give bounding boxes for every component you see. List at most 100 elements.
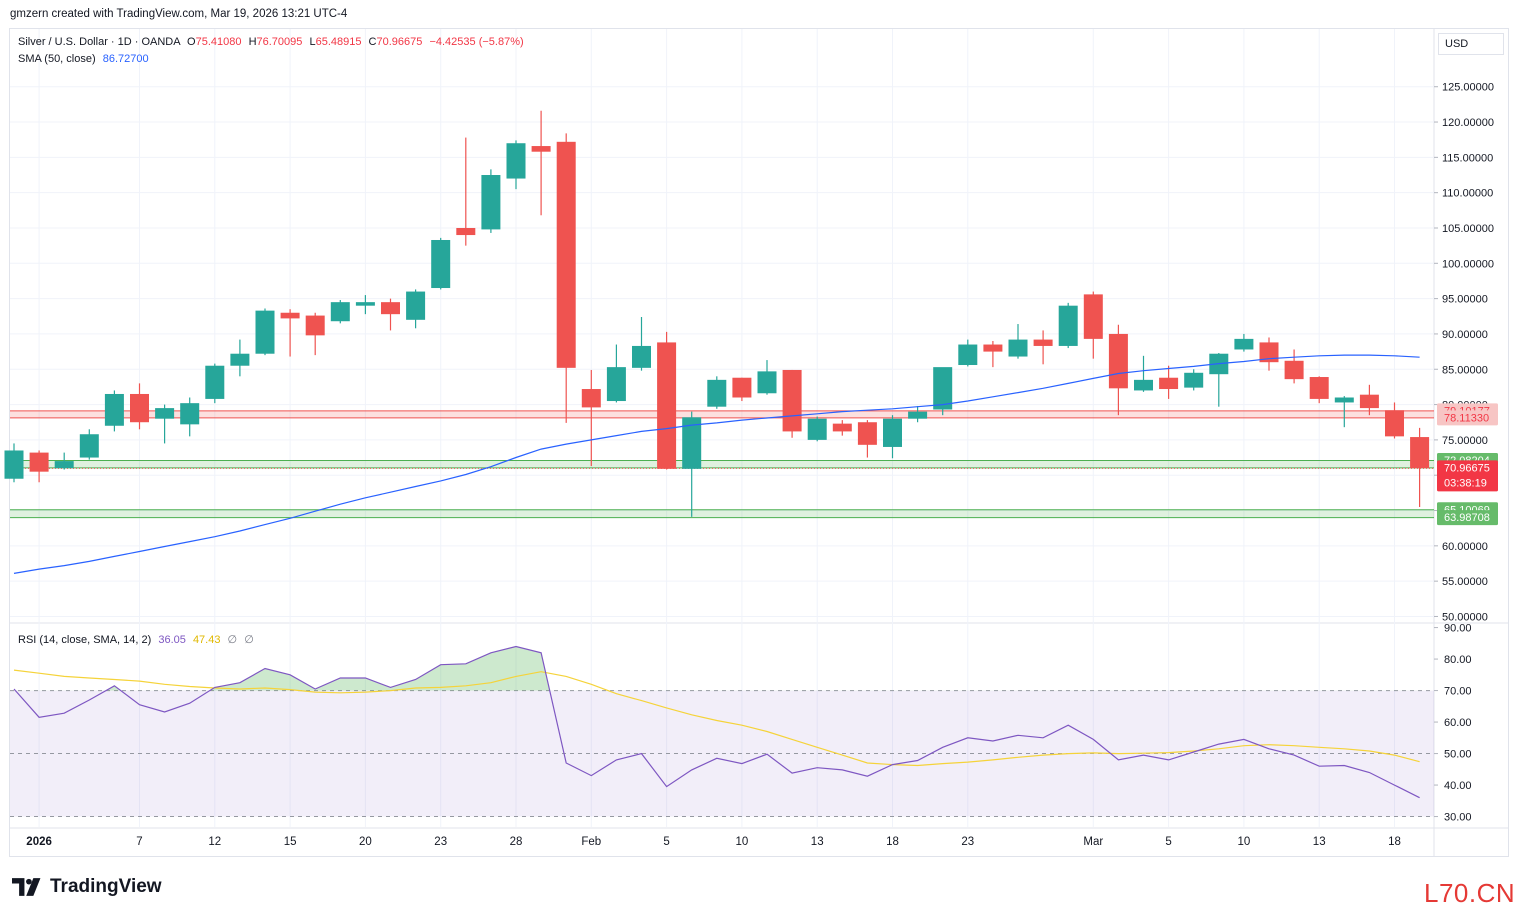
candle-body-down <box>456 227 476 236</box>
time-axis-label: 28 <box>510 836 523 848</box>
time-axis-label: 23 <box>434 836 447 848</box>
chart-caption: gmzern created with TradingView.com, Mar… <box>10 8 348 20</box>
price-tick-label: 90.00000 <box>1442 329 1488 341</box>
price-tick-label: 110.00000 <box>1442 188 1493 200</box>
candles <box>4 110 1430 517</box>
rsi-ma-line <box>13 669 1420 767</box>
low-value: 65.48915 <box>315 36 362 48</box>
candle-body-up <box>54 461 74 469</box>
time-axis-label: 5 <box>1165 836 1171 848</box>
candle-body-down <box>531 146 551 152</box>
close-label: C <box>368 36 377 48</box>
open-value: 75.41080 <box>195 36 242 48</box>
rsi-tick-label: 40.00 <box>1444 780 1472 792</box>
candle-body-down <box>381 302 400 315</box>
candle-body-down <box>1359 394 1379 409</box>
candle-body-up <box>908 411 928 419</box>
rsi-extra-1: ∅ <box>227 634 238 646</box>
time-axis-label: 5 <box>663 836 669 848</box>
candle-body-up <box>481 175 501 230</box>
rsi-label: RSI (14, close, SMA, 14, 2) <box>18 634 152 646</box>
price-tick-label: 125.00000 <box>1442 82 1494 94</box>
time-axis-label: 10 <box>1238 836 1251 848</box>
candle-body-up <box>180 403 200 425</box>
rsi-tick-label: 30.00 <box>1444 812 1472 824</box>
price-tick-label: 115.00000 <box>1442 152 1493 164</box>
candle-body-down <box>556 141 576 368</box>
candle-body-down <box>983 344 1003 352</box>
candle-body-down <box>1033 339 1053 346</box>
price-axis-ticks: 50.0000055.0000060.0000065.0000070.00000… <box>1442 82 1494 624</box>
rsi-legend: RSI (14, close, SMA, 14, 2) 36.05 47.43 … <box>18 633 254 646</box>
price-label-box <box>1437 410 1498 426</box>
candle-body-up <box>255 310 275 354</box>
candle-body-up <box>606 367 626 402</box>
price-tick-label: 85.00000 <box>1442 364 1488 376</box>
candle-body-down <box>1385 410 1404 437</box>
price-label-text: 70.96675 <box>1444 462 1490 474</box>
sma50-line <box>13 354 1420 574</box>
price-tick-label: 100.00000 <box>1442 258 1494 270</box>
time-axis-label: 7 <box>136 836 142 848</box>
change-value: −4.42535 (−5.87%) <box>429 36 524 48</box>
candle-body-up <box>330 302 350 322</box>
time-axis-labels: 2026 7 12 15 20 23 28 Feb 5 10 13 18 23 Mar 5 10 13 18 <box>26 836 1401 848</box>
rsi-line <box>13 645 1420 799</box>
candle-body-up <box>230 353 250 366</box>
time-axis-label: 13 <box>1313 836 1326 848</box>
candle-body-down <box>305 315 325 336</box>
time-axis-label: 18 <box>886 836 899 848</box>
candle-body-up <box>883 418 902 447</box>
support-zone <box>10 460 1434 468</box>
time-axis-label: 20 <box>359 836 372 848</box>
site-watermark: L70.CN <box>1424 878 1516 908</box>
price-tick-label: 95.00000 <box>1442 294 1488 306</box>
candle-body-up <box>205 365 225 399</box>
low-label: L <box>309 36 316 48</box>
countdown-label-text: 03:38:19 <box>1444 477 1487 489</box>
main-legend: Silver / U.S. Dollar · 1D · OANDA O75.41… <box>18 36 524 48</box>
candle-body-up <box>1058 305 1078 346</box>
brand-name: TradingView <box>50 876 162 897</box>
resistance-zone <box>10 410 1434 418</box>
candle-body-up <box>632 345 651 368</box>
time-axis-label: Feb <box>581 836 601 848</box>
candle-body-up <box>406 291 426 320</box>
rsi-tick-label: 70.00 <box>1444 686 1472 698</box>
rsi-axis-ticks: 30.00 40.00 50.00 60.00 70.00 80.00 90.00 <box>1444 623 1472 824</box>
candle-body-up <box>1008 339 1028 357</box>
time-axis-label: 18 <box>1388 836 1401 848</box>
candle-body-up <box>757 371 777 394</box>
time-axis-label: 23 <box>961 836 974 848</box>
candle-body-up <box>104 393 124 426</box>
sma-value: 86.72700 <box>102 53 149 65</box>
rsi-ma-value: 47.43 <box>192 634 221 646</box>
candle-body-down <box>1108 333 1128 389</box>
tradingview-logo-icon <box>12 878 41 896</box>
currency-selector[interactable]: USD <box>1438 33 1504 55</box>
candle-body-down <box>581 389 601 408</box>
chart-frame <box>9 28 1509 857</box>
time-axis-label: 12 <box>208 836 221 848</box>
candle-body-down <box>130 393 149 423</box>
candle-body-up <box>79 434 99 458</box>
tradingview-brand: TradingView <box>12 876 162 898</box>
candle-body-up <box>1334 397 1354 403</box>
candle-body-down <box>1083 294 1103 339</box>
rsi-value: 36.05 <box>158 634 186 646</box>
rsi-tick-label: 80.00 <box>1444 654 1472 666</box>
candle-body-down <box>1159 377 1179 390</box>
price-tick-label: 50.00000 <box>1442 611 1488 623</box>
candle-body-up <box>4 450 24 479</box>
candle-body-down <box>1284 360 1304 380</box>
high-value: 76.70095 <box>256 36 303 48</box>
time-axis-label: 13 <box>811 836 824 848</box>
open-label: O <box>187 36 196 48</box>
price-tick-label: 55.00000 <box>1442 576 1488 588</box>
candle-body-down <box>29 452 49 472</box>
support-zone <box>10 509 1434 518</box>
time-axis-label: 2026 <box>26 836 52 848</box>
symbol-title: Silver / U.S. Dollar · 1D · OANDA <box>18 36 180 48</box>
candle-body-up <box>707 379 727 407</box>
